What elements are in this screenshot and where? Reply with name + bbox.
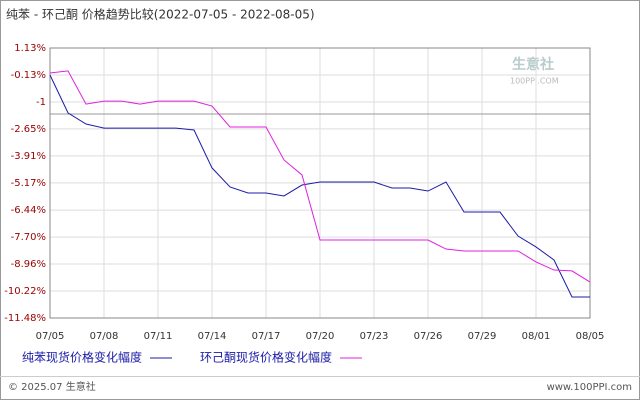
legend-label: 纯苯现货价格变化幅度 — [22, 350, 142, 365]
y-tick-label: -7.70% — [11, 232, 46, 243]
y-tick-label: -3.91% — [11, 151, 46, 162]
y-tick-label: -11.48% — [4, 313, 46, 324]
x-tick-label: 07/29 — [468, 331, 497, 342]
y-tick-label: 1.13% — [14, 43, 46, 54]
watermark: 100PPI.COM — [510, 77, 559, 86]
x-tick-label: 07/23 — [360, 331, 389, 342]
y-tick-label: -6.44% — [11, 205, 46, 216]
series-line — [49, 70, 591, 283]
x-tick-label: 07/26 — [414, 331, 443, 342]
source: www.100PPI.com — [547, 382, 632, 393]
legend-label: 环己酮现货价格变化幅度 — [200, 350, 332, 365]
x-tick-label: 07/08 — [90, 331, 119, 342]
x-tick-label: 07/05 — [36, 331, 65, 342]
x-tick-label: 08/01 — [522, 331, 551, 342]
plot-frame — [49, 47, 591, 319]
y-tick-label: -2.65% — [11, 124, 46, 135]
y-tick-label: -0.13% — [11, 70, 46, 81]
x-tick-label: 07/14 — [198, 331, 227, 342]
y-tick-label: -8.96% — [11, 259, 46, 270]
y-tick-label: -10.22% — [4, 286, 46, 297]
footer: © 2025.07 生意社 — [8, 380, 96, 393]
x-tick-label: 07/17 — [252, 331, 281, 342]
y-tick-label: -5.17% — [11, 178, 46, 189]
watermark: 生意社 — [512, 56, 554, 73]
x-tick-label: 07/20 — [306, 331, 335, 342]
x-tick-label: 07/11 — [144, 331, 173, 342]
y-tick-label: -1 — [36, 97, 46, 108]
chart-title: 纯苯 - 环己酮 价格趋势比较(2022-07-05 - 2022-08-05) — [6, 7, 315, 22]
series-line — [49, 74, 590, 298]
x-tick-label: 08/05 — [576, 331, 605, 342]
